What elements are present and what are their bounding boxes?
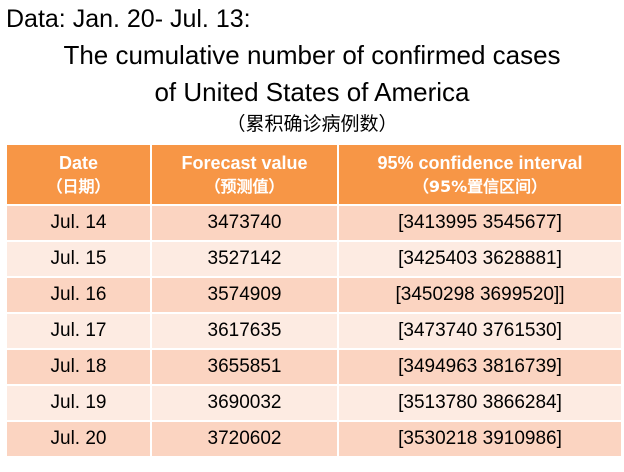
table-row: Jul. 18 3655851 [3494963 3816739]: [5, 348, 623, 386]
forecast-cell: 3473740: [150, 204, 339, 242]
column-header-interval-en: 95% confidence interval: [377, 152, 583, 173]
interval-cell: [3513780 3866284]: [337, 384, 623, 422]
forecast-cell: 3574909: [150, 276, 339, 314]
table-row: Jul. 14 3473740 [3413995 3545677]: [5, 204, 623, 242]
table-row: Jul. 20 3720602 [3530218 3910986]: [5, 420, 623, 458]
forecast-cell: 3690032: [150, 384, 339, 422]
table-row: Jul. 16 3574909 [3450298 3699520]]: [5, 276, 623, 314]
forecast-cell: 3720602: [150, 420, 339, 458]
title-line-2: of United States of America: [154, 77, 470, 107]
date-cell: Jul. 16: [5, 276, 152, 314]
table-header-row: Date （日期） Forecast value （预测值） 95% confi…: [5, 143, 623, 206]
column-header-forecast-zh: （预测值）: [204, 176, 285, 196]
column-header-forecast-en: Forecast value: [181, 152, 308, 173]
column-header-interval-zh: （95%置信区间）: [412, 176, 548, 196]
interval-cell: [3425403 3628881]: [337, 240, 623, 278]
subtitle-chinese: （累积确诊病例数）: [226, 113, 398, 135]
table-row: Jul. 17 3617635 [3473740 3761530]: [5, 312, 623, 350]
table-row: Jul. 19 3690032 [3513780 3866284]: [5, 384, 623, 422]
interval-cell: [3450298 3699520]]: [337, 276, 623, 314]
column-header-interval: 95% confidence interval （95%置信区间）: [337, 143, 623, 206]
date-cell: Jul. 18: [5, 348, 152, 386]
interval-cell: [3530218 3910986]: [337, 420, 623, 458]
date-cell: Jul. 19: [5, 384, 152, 422]
forecast-cell: 3655851: [150, 348, 339, 386]
column-header-date-zh: （日期）: [46, 176, 111, 196]
date-cell: Jul. 14: [5, 204, 152, 242]
interval-cell: [3494963 3816739]: [337, 348, 623, 386]
title-line-1: The cumulative number of confirmed cases: [63, 40, 561, 70]
interval-cell: [3473740 3761530]: [337, 312, 623, 350]
column-header-forecast: Forecast value （预测值）: [150, 143, 339, 206]
forecast-cell: 3617635: [150, 312, 339, 350]
date-cell: Jul. 15: [5, 240, 152, 278]
date-cell: Jul. 17: [5, 312, 152, 350]
forecast-cell: 3527142: [150, 240, 339, 278]
date-cell: Jul. 20: [5, 420, 152, 458]
interval-cell: [3413995 3545677]: [337, 204, 623, 242]
column-header-date: Date （日期）: [5, 143, 152, 206]
table-row: Jul. 15 3527142 [3425403 3628881]: [5, 240, 623, 278]
data-range-label: Data: Jan. 20- Jul. 13:: [6, 5, 251, 33]
column-header-date-en: Date: [58, 152, 98, 173]
forecast-table: Date （日期） Forecast value （预测值） 95% confi…: [5, 143, 623, 458]
